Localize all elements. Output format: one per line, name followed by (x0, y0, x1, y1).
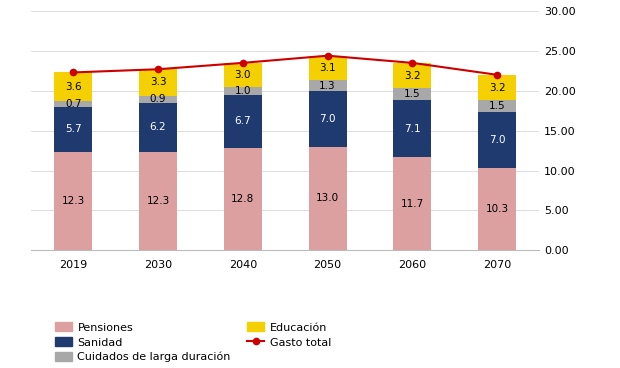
Text: 1.5: 1.5 (404, 89, 421, 99)
Bar (224, 63, 262, 87)
Text: 3.3: 3.3 (149, 77, 166, 88)
Bar (139, 96, 177, 103)
Bar (478, 100, 516, 112)
Bar (393, 63, 432, 88)
Text: 13.0: 13.0 (316, 194, 339, 204)
Bar (478, 112, 516, 168)
Text: 6.2: 6.2 (149, 123, 166, 132)
Text: 0.9: 0.9 (150, 94, 166, 104)
Bar (139, 152, 177, 250)
Bar (54, 152, 92, 250)
Bar (224, 87, 262, 95)
Text: 1.5: 1.5 (489, 101, 505, 112)
Text: 7.1: 7.1 (404, 124, 421, 134)
Text: 1.3: 1.3 (319, 81, 336, 91)
Text: 11.7: 11.7 (401, 199, 424, 209)
Text: 12.3: 12.3 (61, 196, 85, 206)
Bar (309, 80, 347, 91)
Text: 12.8: 12.8 (231, 194, 254, 204)
Text: 3.1: 3.1 (319, 63, 336, 73)
Bar (54, 101, 92, 107)
Text: 3.6: 3.6 (65, 82, 81, 92)
Text: 7.0: 7.0 (489, 135, 505, 145)
Bar (139, 103, 177, 152)
Text: 3.0: 3.0 (234, 70, 251, 80)
Bar (309, 146, 347, 250)
Text: 7.0: 7.0 (319, 114, 336, 124)
Bar (478, 168, 516, 250)
Bar (478, 75, 516, 100)
Bar (224, 95, 262, 148)
Text: 6.7: 6.7 (234, 116, 251, 127)
Text: 10.3: 10.3 (485, 204, 509, 214)
Text: 12.3: 12.3 (146, 196, 170, 206)
Text: 3.2: 3.2 (404, 71, 421, 81)
Bar (393, 157, 432, 250)
Bar (224, 148, 262, 250)
Bar (309, 91, 347, 146)
Bar (54, 72, 92, 101)
Bar (309, 56, 347, 81)
Bar (54, 107, 92, 152)
Text: 3.2: 3.2 (489, 82, 505, 93)
Text: 5.7: 5.7 (65, 124, 81, 134)
Text: 1.0: 1.0 (234, 86, 251, 96)
Bar (393, 88, 432, 100)
Bar (139, 69, 177, 96)
Bar (393, 100, 432, 157)
Text: 0.7: 0.7 (65, 99, 81, 109)
Legend: Pensiones, Sanidad, Cuidados de larga duración, Educación, Gasto total: Pensiones, Sanidad, Cuidados de larga du… (55, 322, 331, 362)
